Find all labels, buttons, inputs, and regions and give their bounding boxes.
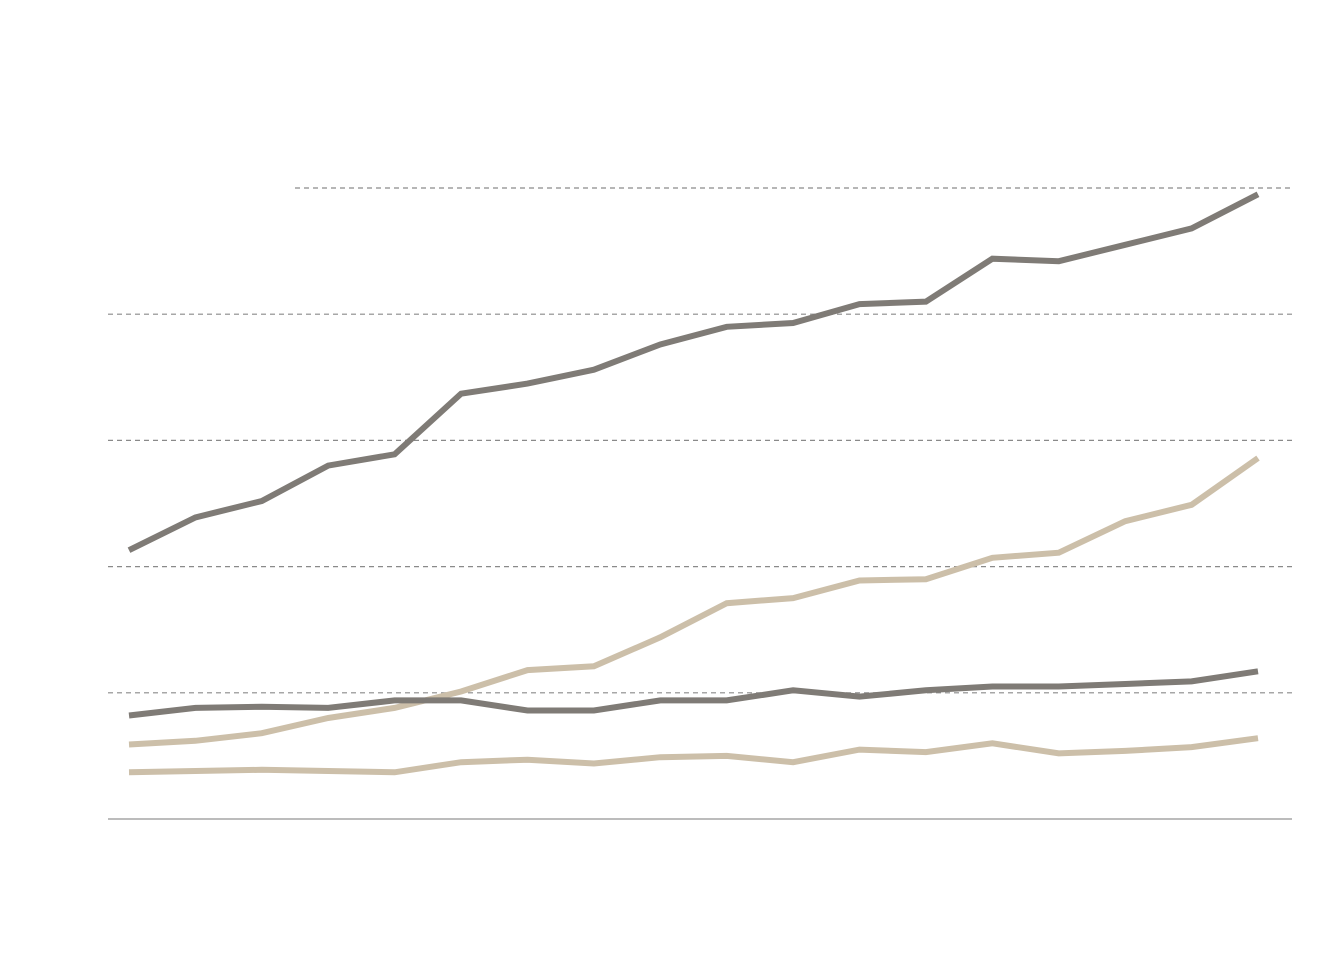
series-line-1 — [127, 191, 1260, 553]
series-line-2 — [128, 455, 1260, 748]
series-group — [127, 191, 1260, 776]
series-line-4 — [128, 735, 1259, 776]
series-line-3 — [128, 668, 1259, 719]
grid-lines — [108, 187, 1292, 694]
